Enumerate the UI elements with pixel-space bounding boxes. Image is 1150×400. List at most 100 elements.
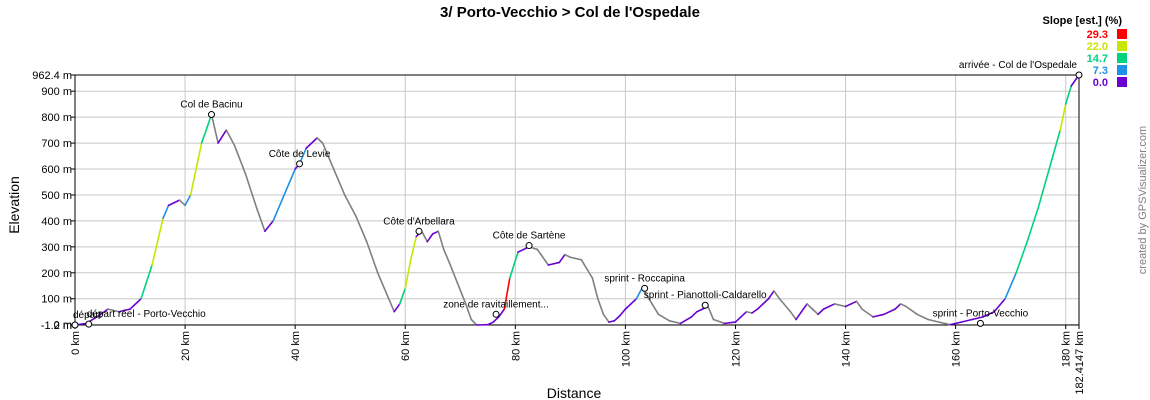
profile-segment [376,271,390,300]
profile-segment [431,230,440,235]
profile-segment [740,310,748,318]
profile-segment [210,113,219,144]
y-tick-label: 900 m [41,86,72,98]
x-tick-label: 0 km [70,331,82,355]
profile-segment [894,303,902,310]
y-axis-title: Elevation [6,176,22,234]
x-tick-label: 180 km [1061,331,1073,367]
legend-title: Slope [est.] (%) [1043,15,1123,27]
profile-segment [773,290,781,300]
waypoint-label: sprint - Pianottoli-Caldarello [644,290,767,301]
x-tick-label: 40 km [290,331,302,361]
legend-swatch [1117,41,1127,51]
x-tick-label: 182.4147 km [1074,331,1086,395]
profile-segment [883,308,896,316]
profile-segment [387,297,396,313]
y-tick-label: 0 m [54,320,72,332]
profile-segment [558,253,566,264]
profile-segment [162,204,170,220]
profile-segment [778,297,792,313]
y-tick-label: 962.4 m [32,70,72,82]
waypoint-marker [1075,71,1083,79]
profile-segment [844,303,852,308]
waypoint-marker [701,301,709,309]
waypoint-marker [525,242,533,250]
profile-segment [1064,85,1073,105]
x-tick-label: 120 km [730,331,742,367]
y-tick-label: 400 m [41,216,72,228]
profile-segment [597,297,605,316]
profile-segment [442,248,451,264]
legend-entry-label: 14.7 [1087,53,1108,65]
profile-segment [509,251,519,279]
profile-segment [151,217,164,266]
legend-entry-label: 29.3 [1087,29,1108,41]
waypoint-marker [296,160,304,168]
profile-segment [569,256,583,261]
profile-segment [745,310,753,314]
profile-segment [905,305,918,316]
y-tick-label: 500 m [41,190,72,202]
profile-segment [993,297,1006,313]
profile-segment [195,142,203,170]
profile-segment [536,248,550,266]
waypoint-label: Col de Bacinu [180,100,242,111]
profile-segment [178,199,186,207]
profile-segment [960,318,973,323]
profile-segment [580,259,594,279]
waypoint-marker [641,284,649,292]
profile-segment [283,168,296,196]
profile-segment [321,142,335,170]
x-tick-label: 160 km [951,331,963,367]
profile-segment [624,303,632,310]
profile-segment [613,314,621,322]
profile-segment [365,240,379,274]
profile-segment [437,230,445,251]
profile-segment [916,313,929,321]
profile-segment [630,297,638,305]
profile-segment [927,318,940,323]
y-axis-ticks: -1.2 m0 m 100 m 200 m 300 m 400 m 500 m 600 m 7… [32,70,75,332]
profile-segment [492,316,500,323]
profile-segment [690,310,698,318]
profile-segment [679,316,693,325]
profile-segment [448,261,459,284]
x-tick-label: 100 km [620,331,632,367]
profile-segment [795,310,803,321]
y-tick-label: 200 m [41,268,72,280]
waypoint-marker [71,321,79,329]
x-axis-title: Distance [547,385,602,400]
plot-frame [74,74,1080,326]
profile-segment [949,321,962,326]
profile-segment [734,316,742,323]
legend-swatch [1117,77,1127,87]
waypoint-marker [492,310,500,318]
profile-segment [393,303,401,313]
slope-legend: Slope [est.] (%) 29.322.014.77.30.0 [1043,15,1127,89]
profile-segment [464,303,473,321]
waypoint-label: sprint - Roccapina [604,273,685,284]
waypoint-marker [85,320,93,328]
profile-segment [1048,129,1062,170]
x-tick-label: 20 km [180,331,192,361]
legend-swatch [1117,53,1127,63]
profile-segment [503,277,511,310]
profile-segment [564,253,572,259]
waypoint-marker [415,227,423,235]
x-tick-label: 80 km [510,331,522,361]
profile-segment [855,300,863,310]
profile-segment [817,308,825,316]
profile-segment [316,137,324,144]
profile-segment [398,287,407,305]
profile-segment [806,303,814,310]
profile-segment [707,305,715,321]
profile-segment [1004,271,1017,300]
profile-segment [217,129,228,144]
legend-swatch [1117,65,1127,75]
profile-segment [971,316,984,321]
waypoint-marker [976,319,984,327]
profile-segment [343,194,357,217]
profile-segment [244,173,258,209]
profile-segment [456,282,467,305]
